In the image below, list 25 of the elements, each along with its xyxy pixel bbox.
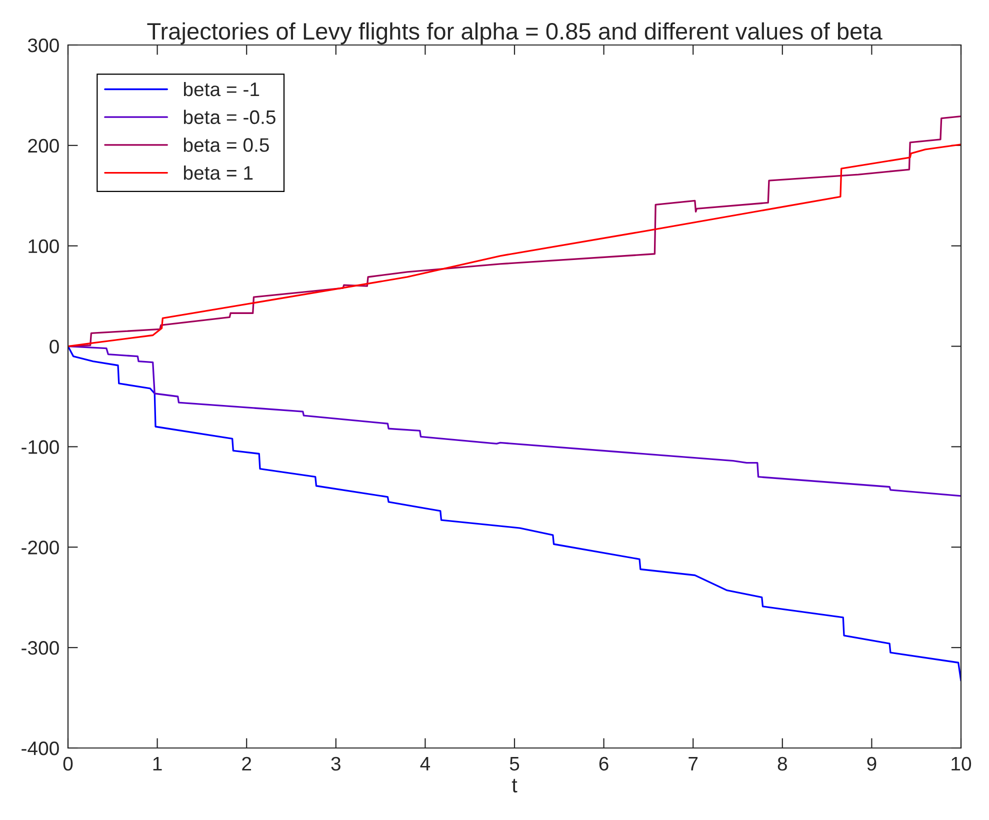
y-tick-label: 100 — [28, 239, 59, 254]
x-tick-label: 2 — [242, 756, 252, 770]
x-tick-label: 4 — [420, 757, 430, 770]
x-tick-label: 10 — [952, 756, 972, 771]
chart-title: Trajectories of Levy flights for alpha = 0.85 and different values of beta — [147, 22, 882, 44]
x-tick-label: 9 — [867, 756, 876, 771]
legend-label: beta = -0.5 — [184, 110, 276, 124]
y-tick-label: -300 — [22, 641, 59, 655]
x-tick-label: 1 — [153, 757, 162, 770]
x-tick-label: 5 — [510, 757, 520, 771]
y-tick-label: -100 — [22, 440, 59, 454]
x-tick-label: 3 — [331, 756, 340, 771]
legend-label: beta = -1 — [184, 82, 260, 96]
x-tick-label: 7 — [688, 757, 698, 770]
y-tick-label: -400 — [22, 741, 59, 756]
legend-label: beta = 0.5 — [184, 138, 269, 152]
y-tick-label: 200 — [28, 138, 59, 153]
y-tick-label: -200 — [22, 540, 59, 554]
x-tick-label: 0 — [63, 756, 73, 771]
x-tick-label: 6 — [599, 756, 608, 771]
y-tick-label: 300 — [28, 38, 59, 52]
x-tick-label: 8 — [778, 756, 787, 771]
x-axis-title: t — [512, 778, 518, 792]
y-tick-label: 0 — [50, 340, 59, 354]
legend-label: beta = 1 — [184, 165, 253, 180]
